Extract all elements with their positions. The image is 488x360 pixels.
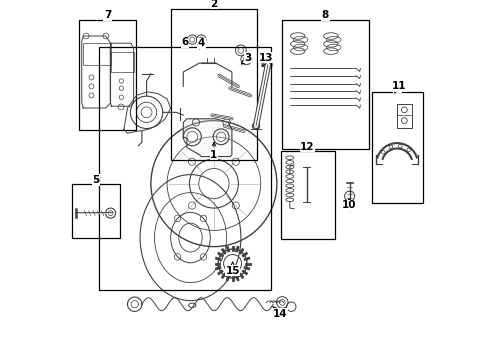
Text: 14: 14 bbox=[272, 306, 287, 319]
Text: 15: 15 bbox=[225, 262, 240, 276]
Bar bbox=[72, 184, 120, 238]
Text: 12: 12 bbox=[300, 142, 314, 152]
Polygon shape bbox=[183, 119, 231, 157]
Bar bbox=[282, 20, 368, 149]
Text: 6: 6 bbox=[181, 37, 188, 48]
Text: 10: 10 bbox=[341, 199, 355, 210]
Text: 13: 13 bbox=[258, 53, 273, 67]
Bar bbox=[371, 92, 422, 203]
Bar bbox=[79, 20, 136, 130]
Bar bbox=[280, 151, 334, 239]
Bar bbox=[111, 52, 133, 72]
Bar bbox=[99, 47, 271, 290]
Text: 4: 4 bbox=[197, 38, 204, 49]
Text: 8: 8 bbox=[321, 10, 328, 20]
Text: 11: 11 bbox=[391, 81, 406, 93]
Text: 9: 9 bbox=[393, 82, 400, 92]
Bar bbox=[170, 9, 257, 160]
Text: 7: 7 bbox=[104, 10, 111, 20]
Text: 1: 1 bbox=[210, 143, 217, 160]
Bar bbox=[83, 43, 110, 65]
Text: 5: 5 bbox=[92, 175, 100, 185]
Text: 2: 2 bbox=[210, 0, 217, 9]
Bar bbox=[396, 104, 411, 128]
Text: 3: 3 bbox=[241, 53, 251, 64]
